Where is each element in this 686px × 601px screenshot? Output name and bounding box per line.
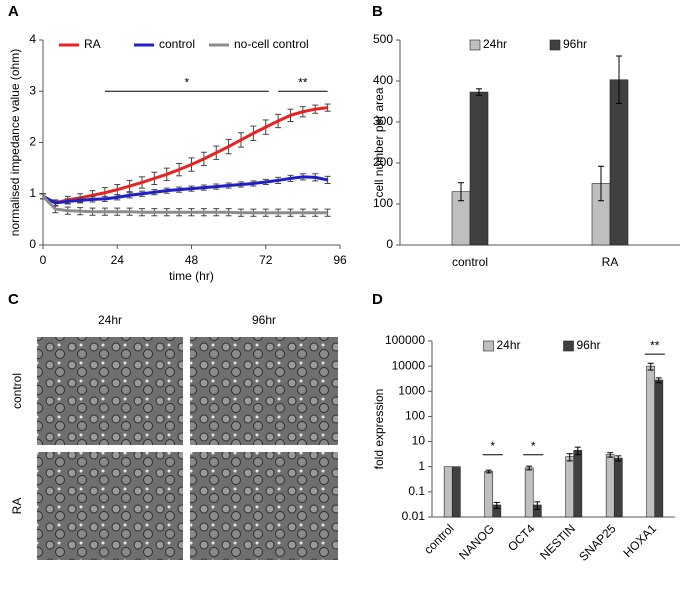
legend-swatch (563, 340, 574, 352)
y-axis-label: cell number per area (372, 87, 386, 197)
x-tick-label: control (452, 255, 488, 269)
x-tick-label: 48 (185, 253, 199, 267)
legend-label: RA (84, 37, 101, 51)
legend-swatch (483, 340, 494, 352)
bar (565, 456, 575, 518)
column-label: 96hr (252, 313, 276, 327)
y-tick-label: 0.1 (408, 484, 425, 498)
y-tick-label: 1 (29, 186, 36, 200)
series-line (42, 175, 328, 205)
bar (573, 449, 583, 518)
x-tick-label: SNAP25 (576, 521, 619, 564)
micrograph (37, 452, 183, 560)
panel-label: A (8, 3, 19, 20)
x-tick-label: 0 (40, 253, 47, 267)
y-tick-label: 500 (373, 32, 393, 46)
bar (646, 365, 656, 518)
x-tick-label: OCT4 (505, 521, 538, 554)
bar (654, 379, 664, 518)
x-tick-label: 72 (259, 253, 273, 267)
y-tick-label: 1000 (398, 383, 425, 397)
panel-label: B (372, 3, 383, 20)
legend-label: 96hr (563, 37, 587, 51)
x-axis-label: time (hr) (169, 269, 214, 283)
x-tick-label: HOXA1 (620, 521, 659, 560)
y-tick-label: 100 (373, 196, 393, 210)
y-tick-label: 300 (373, 114, 393, 128)
y-tick-label: 0 (386, 237, 393, 251)
y-tick-label: 1 (418, 459, 425, 473)
series-line (41, 195, 328, 215)
micrograph (37, 337, 183, 445)
x-tick-label: control (421, 521, 456, 556)
legend-label: 96hr (577, 338, 601, 352)
significance-label: * (490, 439, 495, 453)
y-tick-label: 10000 (392, 358, 426, 372)
y-tick-label: 200 (373, 155, 393, 169)
row-label: RA (10, 498, 24, 515)
y-tick-label: 4 (29, 32, 36, 46)
significance-label: ** (298, 75, 308, 89)
y-axis-label: normalised impedance value (ohm) (8, 49, 22, 236)
micrograph (190, 337, 338, 445)
bar (609, 79, 629, 246)
y-tick-label: 0.01 (402, 509, 426, 523)
y-tick-label: 10 (412, 434, 426, 448)
bar (451, 466, 461, 518)
y-tick-label: 400 (373, 73, 393, 87)
series-line (42, 106, 328, 205)
significance-label: * (185, 75, 190, 89)
bar (469, 91, 489, 246)
legend-label: 24hr (483, 37, 507, 51)
legend-label: control (159, 37, 195, 51)
legend-label: 24hr (497, 338, 521, 352)
x-tick-label: NESTIN (537, 521, 578, 562)
y-axis-label: fold expression (372, 389, 386, 470)
panel-label: D (372, 291, 383, 308)
micrograph (190, 452, 338, 560)
y-tick-label: 2 (29, 135, 36, 149)
legend-swatch (549, 39, 561, 51)
x-tick-label: RA (602, 255, 619, 269)
x-tick-label: NANOG (456, 521, 497, 562)
legend-swatch (469, 39, 481, 51)
panel-label: C (8, 291, 19, 308)
bar (605, 454, 615, 518)
legend-label: no-cell control (234, 37, 309, 51)
bar (524, 467, 534, 518)
row-label: control (10, 373, 24, 409)
y-tick-label: 100 (405, 409, 425, 423)
x-tick-label: 96 (333, 253, 347, 267)
y-tick-label: 3 (29, 83, 36, 97)
bar (443, 466, 453, 518)
bar (484, 471, 494, 518)
significance-label: * (531, 439, 536, 453)
y-tick-label: 0 (29, 237, 36, 251)
bar (613, 457, 623, 518)
significance-label: ** (650, 338, 660, 352)
y-tick-label: 100000 (385, 333, 425, 347)
x-tick-label: 24 (111, 253, 125, 267)
column-label: 24hr (98, 313, 122, 327)
